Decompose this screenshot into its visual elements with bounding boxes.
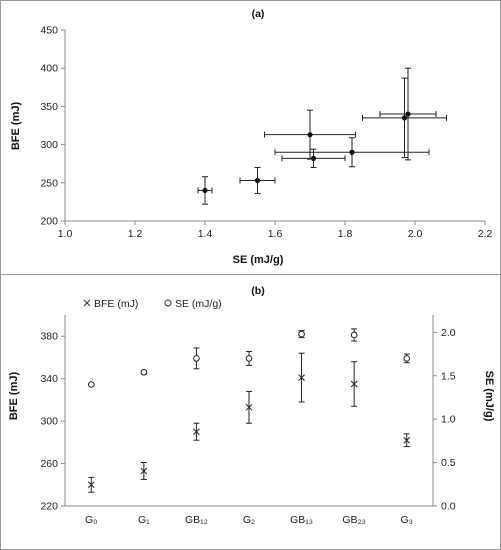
panel-b-category-label: G₁ xyxy=(138,514,150,526)
panel-b-legend: BFE (mJ) SE (mJ/g) xyxy=(83,298,222,310)
panel-a-y-tick-label: 450 xyxy=(40,25,58,37)
panel-b-y-tick-label: 260 xyxy=(40,458,58,470)
se-o-marker xyxy=(403,355,411,362)
se-o-marker xyxy=(350,331,358,339)
bfe-x-marker xyxy=(193,428,200,436)
panel-a-x-tick-label: 1.4 xyxy=(198,228,213,240)
panel-b-label: (b) xyxy=(251,285,264,297)
panel-b-plot: 220 260 300 340 380 0.0 0.5 1.0 1.5 2.0 G₀ G₁ GB₁₂ G₂… xyxy=(40,315,456,526)
panel-a-y-tick-label: 300 xyxy=(40,139,58,151)
panel-b-y-tick-label: 380 xyxy=(40,331,58,343)
panel-a-ylabel: BFE (mJ) xyxy=(10,102,22,151)
panel-b-category-label: G₀ xyxy=(85,514,98,526)
bfe-x-marker-stroke xyxy=(193,428,200,436)
panel-a-y-tick-label: 400 xyxy=(40,63,58,75)
panel-a-data-point xyxy=(307,132,313,138)
panel-a-label: (a) xyxy=(252,8,265,20)
panel-b-y2-tick-label: 1.0 xyxy=(441,414,456,426)
panel-b-y-tick-label: 300 xyxy=(40,416,58,428)
bfe-x-marker xyxy=(403,436,411,444)
panel-a-y-tick-label: 200 xyxy=(40,216,58,228)
legend-o-marker xyxy=(164,299,172,307)
panel-a-y-tick-label: 350 xyxy=(40,101,58,113)
panel-b-category-label: GB₁₂ xyxy=(185,514,208,526)
panel-b-y2-tick-label: 1.5 xyxy=(441,370,456,382)
panel-a-data-point xyxy=(202,187,208,194)
panel-a-x-tick-label: 1.2 xyxy=(128,228,143,240)
legend-bfe-label: BFE (mJ) xyxy=(94,298,138,310)
panel-a-y-tick-label: 250 xyxy=(40,177,58,189)
panel-a-data-point xyxy=(401,115,408,121)
panel-a-x-tick-label: 2.0 xyxy=(408,228,423,240)
bfe-x-marker xyxy=(350,380,358,388)
se-o-marker xyxy=(87,381,95,388)
se-o-marker xyxy=(140,369,148,376)
se-o-marker xyxy=(298,330,305,338)
panel-a-data-point xyxy=(254,177,261,184)
panel-a-plot: 200 250 300 350 400 450 1.0 1.2 1.4 1.6 1.8 2.0 2.2 xyxy=(40,25,492,241)
panel-a-data-point xyxy=(349,149,355,155)
panel-a-x-tick-label: 2.2 xyxy=(478,228,493,240)
bfe-x-marker-stroke xyxy=(140,467,148,475)
panel-b-category-label: G₃ xyxy=(400,514,412,526)
panel-b-y-tick-label: 220 xyxy=(40,501,58,513)
se-o-marker xyxy=(193,355,200,362)
panel-a-x-tick-label: 1.8 xyxy=(338,228,353,240)
bfe-x-marker-stroke xyxy=(298,374,305,381)
bfe-x-marker xyxy=(298,374,305,381)
bfe-x-marker xyxy=(87,481,95,489)
panel-a-xlabel: SE (mJ/g) xyxy=(233,254,284,266)
panel-a-data-point xyxy=(310,155,317,161)
bfe-x-marker-stroke xyxy=(87,481,95,489)
bfe-x-marker xyxy=(140,467,148,475)
se-o-marker xyxy=(245,355,253,362)
panel-b-y2-tick-label: 0.5 xyxy=(441,457,456,469)
bfe-x-marker-stroke xyxy=(403,436,411,444)
panel-b-category-label: GB₁₃ xyxy=(290,514,313,526)
bfe-x-marker-stroke xyxy=(245,403,253,411)
panel-b-y2-tick-label: 0.0 xyxy=(441,501,456,513)
bfe-x-marker xyxy=(245,403,253,411)
panel-a-x-tick-label: 1.0 xyxy=(58,228,73,240)
panel-b-category-label: G₂ xyxy=(243,514,255,526)
panel-b-category-label: GB₂₃ xyxy=(342,514,366,526)
legend-x-marker xyxy=(83,299,91,307)
panel-a-data-point xyxy=(405,111,411,117)
panel-b-y2-tick-label: 2.0 xyxy=(441,327,456,339)
legend-se-label: SE (mJ/g) xyxy=(175,298,222,310)
panel-b-y-tick-label: 340 xyxy=(40,373,58,385)
panel-b-ylabel: BFE (mJ) xyxy=(8,372,20,421)
panel-a-x-tick-label: 1.6 xyxy=(268,228,283,240)
panel-b-y2label: SE (mJ/g) xyxy=(483,371,495,422)
bfe-x-marker-stroke xyxy=(350,380,358,388)
